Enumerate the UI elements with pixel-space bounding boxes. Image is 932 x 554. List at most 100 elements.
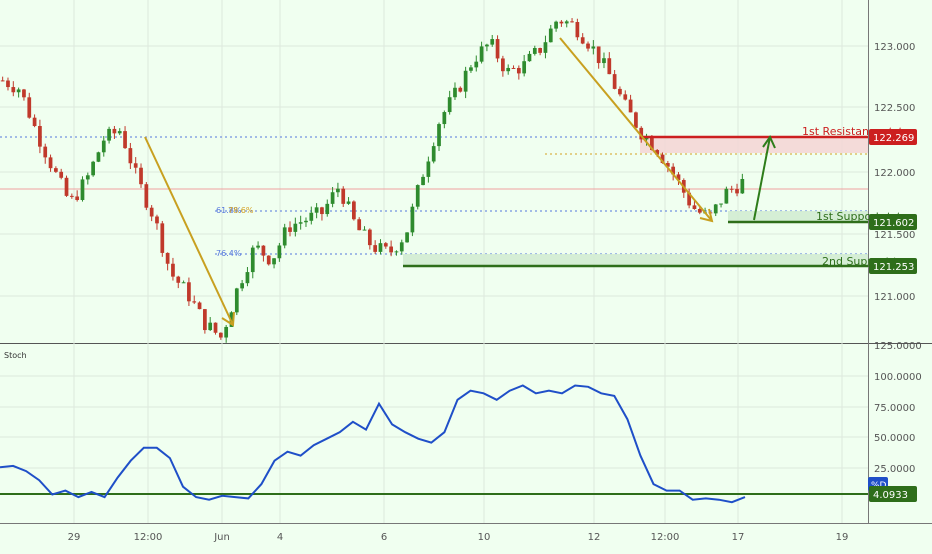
stoch-tick: 125.0000 — [874, 341, 922, 352]
candle-body — [437, 124, 441, 147]
candle-body — [367, 229, 372, 246]
stoch-tick: 75.0000 — [874, 403, 915, 414]
candle-body — [277, 245, 282, 259]
fib-label-618: 61.8% — [216, 206, 242, 215]
candle-body — [234, 288, 239, 313]
time-tick: 10 — [478, 532, 491, 543]
candle-body — [282, 227, 287, 246]
support-2-badge — [869, 258, 917, 274]
candle-body — [346, 201, 351, 204]
candle-body — [171, 263, 175, 277]
candle-body — [64, 177, 69, 196]
candle-body — [0, 80, 5, 82]
candle-body — [415, 185, 420, 207]
candle-body — [634, 112, 638, 128]
price-tick: 122.000 — [874, 168, 915, 179]
candle-body — [27, 97, 32, 118]
candle-body — [149, 207, 154, 217]
candle-body — [336, 188, 340, 193]
candle-body — [548, 28, 553, 43]
price-tick: 123.000 — [874, 42, 915, 53]
arrow-down-1-head — [221, 311, 235, 327]
candle-body — [298, 222, 303, 224]
candle-body — [256, 245, 260, 248]
time-tick: 6 — [381, 532, 387, 543]
time-tick: 12:00 — [134, 532, 163, 543]
candle-body — [618, 88, 622, 95]
candle-body — [240, 283, 244, 289]
time-tick: 12 — [588, 532, 601, 543]
candle-body — [272, 258, 276, 265]
candle-body — [591, 46, 596, 49]
candle-body — [144, 184, 149, 208]
candle-body — [288, 227, 292, 232]
candle-body — [128, 148, 133, 164]
candle-body — [224, 326, 229, 338]
candle-body — [80, 179, 85, 201]
candle-body — [112, 128, 117, 134]
candle-body — [362, 229, 367, 231]
candle-body — [245, 272, 250, 284]
candle-body — [218, 332, 223, 338]
candle-body — [532, 48, 537, 54]
candle-body — [38, 126, 42, 147]
candle-body — [410, 206, 415, 233]
fib-label-786: 78.6% — [228, 206, 254, 215]
candle-body — [261, 245, 266, 256]
candle-body — [373, 245, 378, 252]
candle-body — [665, 163, 670, 167]
candle-body — [469, 67, 473, 71]
candle-body — [59, 171, 64, 178]
candle-body — [628, 99, 633, 113]
candle-body — [165, 252, 170, 264]
candle-body — [117, 131, 122, 134]
candle-body — [43, 146, 48, 158]
candle-body — [724, 188, 729, 204]
candle-body — [602, 58, 606, 64]
candle-body — [538, 48, 542, 53]
candle-body — [713, 204, 718, 214]
support-1-badge-value: 121.602 — [873, 218, 914, 229]
arrow-down-2-head — [699, 208, 714, 223]
resistance-badge-value: 122.269 — [873, 133, 914, 144]
candle-body — [511, 67, 516, 69]
candle-body — [740, 178, 745, 194]
candle-body — [463, 70, 468, 92]
candle-body — [729, 188, 734, 190]
time-axis: 29 12:00 Jun 4 6 10 12 12:00 17 19 — [68, 532, 849, 543]
candle-body — [160, 223, 165, 253]
candle-body — [719, 203, 723, 205]
stoch-value: 4.0933 — [873, 490, 908, 501]
candle-body — [85, 175, 90, 180]
candle-body — [639, 127, 644, 140]
candle-body — [676, 174, 681, 181]
candle-body — [325, 203, 330, 215]
candle-body — [48, 157, 53, 169]
candle-body — [357, 219, 362, 231]
time-tick: 4 — [277, 532, 283, 543]
candle-body — [176, 276, 181, 283]
candle-body — [607, 58, 612, 75]
candle-body — [389, 246, 393, 253]
candle-body — [208, 322, 213, 331]
price-tick: 121.500 — [874, 230, 915, 241]
stoch-tick: 100.0000 — [874, 372, 922, 383]
candle-body — [623, 94, 628, 100]
candle-body — [197, 302, 202, 310]
candle-body — [479, 46, 484, 62]
candle-body — [320, 207, 324, 215]
candle-body — [266, 255, 271, 265]
candle-body — [352, 201, 356, 220]
candle-body — [69, 195, 74, 197]
arrow-down-1 — [144, 136, 234, 326]
candle-body — [527, 53, 532, 62]
candle-body — [155, 216, 159, 224]
candle-body — [203, 309, 207, 331]
candle-body — [192, 301, 197, 303]
candle-body — [378, 243, 383, 252]
candle-body — [394, 251, 399, 253]
arrow-up-projection-head — [762, 134, 776, 149]
support-2-badge-value: 121.253 — [873, 262, 914, 273]
candle-body — [16, 89, 21, 93]
